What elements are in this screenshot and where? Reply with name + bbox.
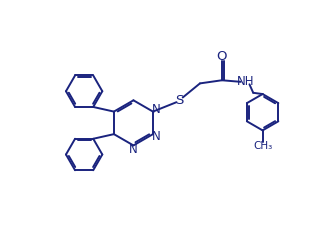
Text: NH: NH [236, 75, 254, 88]
Text: N: N [129, 143, 138, 156]
Text: N: N [152, 103, 161, 116]
Text: S: S [175, 94, 184, 107]
Text: O: O [217, 50, 227, 63]
Text: CH₃: CH₃ [253, 141, 272, 151]
Text: N: N [152, 130, 161, 143]
